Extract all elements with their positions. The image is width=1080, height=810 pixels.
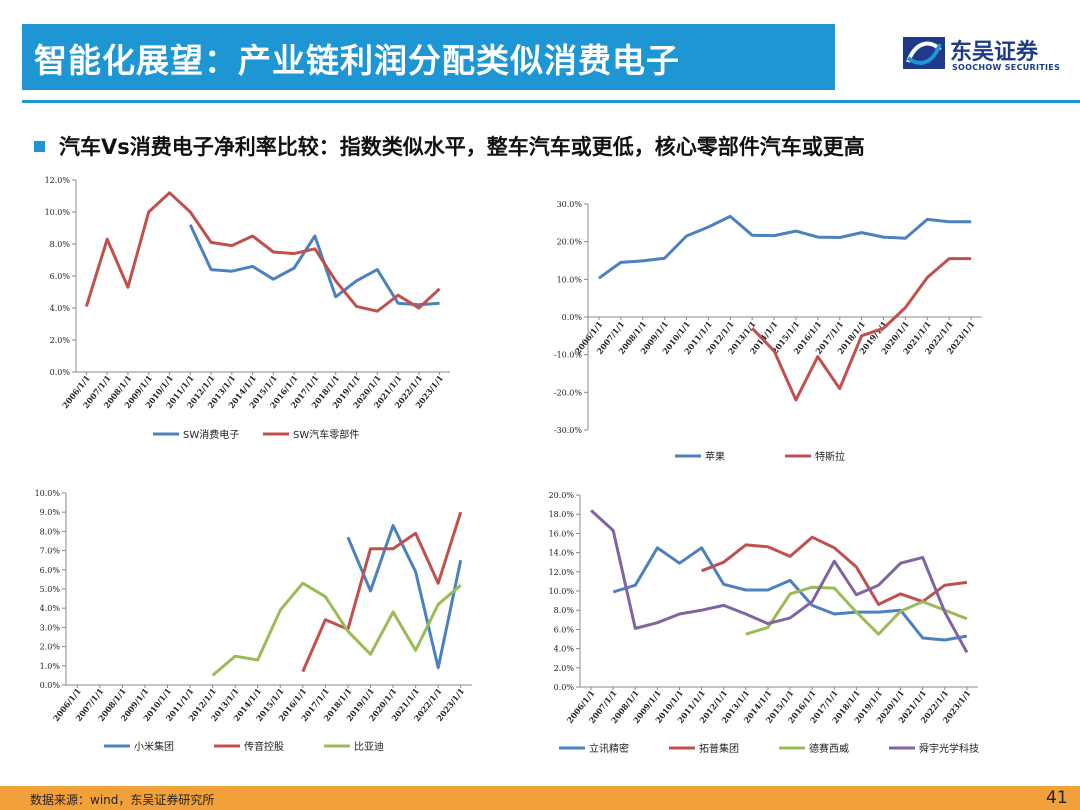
- footer-bar: 数据来源：wind，东吴证券研究所 41: [0, 786, 1080, 810]
- y-tick-label: 8.0%: [40, 527, 61, 536]
- y-tick-label: 0.0%: [50, 368, 71, 377]
- y-tick-label: 4.0%: [554, 645, 575, 654]
- company-logo: 东吴证券 SOOCHOW SECURITIES: [902, 34, 1062, 78]
- y-tick-label: 8.0%: [50, 240, 71, 249]
- y-tick-label: 6.0%: [554, 625, 575, 634]
- subheading: 汽车Vs消费电子净利率比较：指数类似水平，整车汽车或更低，核心零部件汽车或更高: [34, 131, 865, 161]
- legend-label: 传音控股: [244, 740, 284, 753]
- y-tick-label: -20.0%: [554, 388, 583, 397]
- series-line-3: [211, 581, 462, 677]
- chart-apple-vs-tesla: -30.0%-20.0%-10.0%0.0%10.0%20.0%30.0%200…: [554, 200, 982, 463]
- series-line-3: [745, 585, 968, 636]
- y-tick-label: 5.0%: [40, 585, 61, 594]
- y-tick-label: 16.0%: [549, 529, 575, 538]
- y-tick-label: 18.0%: [549, 510, 575, 519]
- legend-label: 拓普集团: [699, 742, 739, 755]
- y-tick-label: 4.0%: [50, 304, 71, 313]
- data-source: 数据来源：wind，东吴证券研究所: [30, 793, 215, 807]
- y-tick-label: 0.0%: [562, 313, 583, 322]
- y-tick-label: 10.0%: [549, 587, 575, 596]
- y-tick-label: 6.0%: [40, 566, 61, 575]
- legend-entry-1: 小米集团: [104, 740, 174, 753]
- series-line-2: [751, 257, 972, 402]
- legend-label: 比亚迪: [354, 741, 384, 753]
- y-tick-label: 2.0%: [50, 336, 71, 345]
- legend-label: 舜宇光学科技: [919, 742, 979, 755]
- legend-label: 苹果: [705, 450, 725, 463]
- chart-sw-consumer-vs-auto-parts: 0.0%2.0%4.0%6.0%8.0%10.0%12.0%2006/1/120…: [45, 176, 450, 441]
- legend-label: 德赛西威: [809, 742, 849, 755]
- y-tick-label: -30.0%: [554, 426, 583, 435]
- series-line-4: [590, 509, 969, 654]
- legend-entry-2: 拓普集团: [669, 742, 739, 755]
- legend-label: SW汽车零部件: [293, 428, 359, 441]
- series-line-1: [188, 224, 440, 307]
- y-tick-label: 1.0%: [40, 662, 61, 671]
- series-line-1: [612, 546, 968, 642]
- title-banner: 智能化展望：产业链利润分配类似消费电子: [22, 24, 835, 90]
- legend-entry-1: 立讯精密: [559, 742, 629, 755]
- legend-entry-2: 传音控股: [214, 740, 284, 753]
- y-tick-label: 8.0%: [554, 606, 575, 615]
- legend-label: 特斯拉: [815, 450, 845, 463]
- y-tick-label: 30.0%: [557, 200, 583, 209]
- legend-entry-4: 舜宇光学科技: [889, 742, 979, 755]
- y-tick-label: 3.0%: [40, 623, 61, 632]
- y-tick-label: 7.0%: [40, 547, 61, 556]
- y-tick-label: 2.0%: [554, 664, 575, 673]
- legend-entry-2: 特斯拉: [785, 450, 845, 463]
- legend-label: SW消费电子: [183, 428, 239, 441]
- y-tick-label: 2.0%: [40, 643, 61, 652]
- legend-entry-3: 比亚迪: [324, 741, 384, 753]
- series-line-2: [84, 191, 441, 313]
- soochow-logo-icon: [903, 37, 945, 69]
- legend-entry-1: SW消费电子: [153, 428, 239, 441]
- logo-text-en: SOOCHOW SECURITIES: [952, 63, 1061, 72]
- chart-xiaomi-transsion-byd: 0.0% 1.0% 2.0% 3.0% 4.0% 5.0% 6.0% 7.0% 8.0% 9.0%…: [35, 489, 472, 753]
- y-tick-label: 4.0%: [40, 604, 61, 613]
- page-number: 41: [1046, 788, 1068, 808]
- legend-entry-2: SW汽车零部件: [263, 428, 359, 441]
- series-line-1: [598, 214, 972, 280]
- logo-text-cn: 东吴证券: [950, 40, 1039, 65]
- header-divider: [22, 100, 1080, 103]
- legend-label: 小米集团: [134, 740, 174, 753]
- y-tick-label: 0.0%: [40, 681, 61, 690]
- series-line-2: [301, 511, 463, 673]
- y-tick-label: 10.0%: [557, 275, 583, 284]
- series-line-1: [346, 524, 463, 670]
- y-tick-label: 10.0%: [45, 208, 71, 217]
- legend-entry-3: 德赛西威: [779, 742, 849, 755]
- legend-entry-1: 苹果: [675, 450, 725, 463]
- legend-label: 立讯精密: [589, 742, 629, 755]
- y-tick-label: 20.0%: [549, 491, 575, 500]
- page-title: 智能化展望：产业链利润分配类似消费电子: [34, 41, 680, 80]
- subheading-text: 汽车Vs消费电子净利率比较：指数类似水平，整车汽车或更低，核心零部件汽车或更高: [59, 135, 865, 159]
- y-tick-label: 14.0%: [549, 549, 575, 558]
- y-tick-label: 12.0%: [45, 176, 71, 185]
- y-tick-label: 0.0%: [554, 683, 575, 692]
- y-tick-label: 20.0%: [557, 238, 583, 247]
- y-tick-label: 10.0%: [35, 489, 61, 498]
- bullet-square-icon: [34, 140, 45, 152]
- y-tick-label: 12.0%: [549, 568, 575, 577]
- y-tick-label: 9.0%: [40, 508, 61, 517]
- chart-component-makers: 0.0% 2.0% 4.0% 6.0% 8.0% 10.0% 12.0% 14.0% 16.0%…: [549, 491, 979, 755]
- y-tick-label: 6.0%: [50, 272, 71, 281]
- y-tick-label: -10.0%: [554, 351, 583, 360]
